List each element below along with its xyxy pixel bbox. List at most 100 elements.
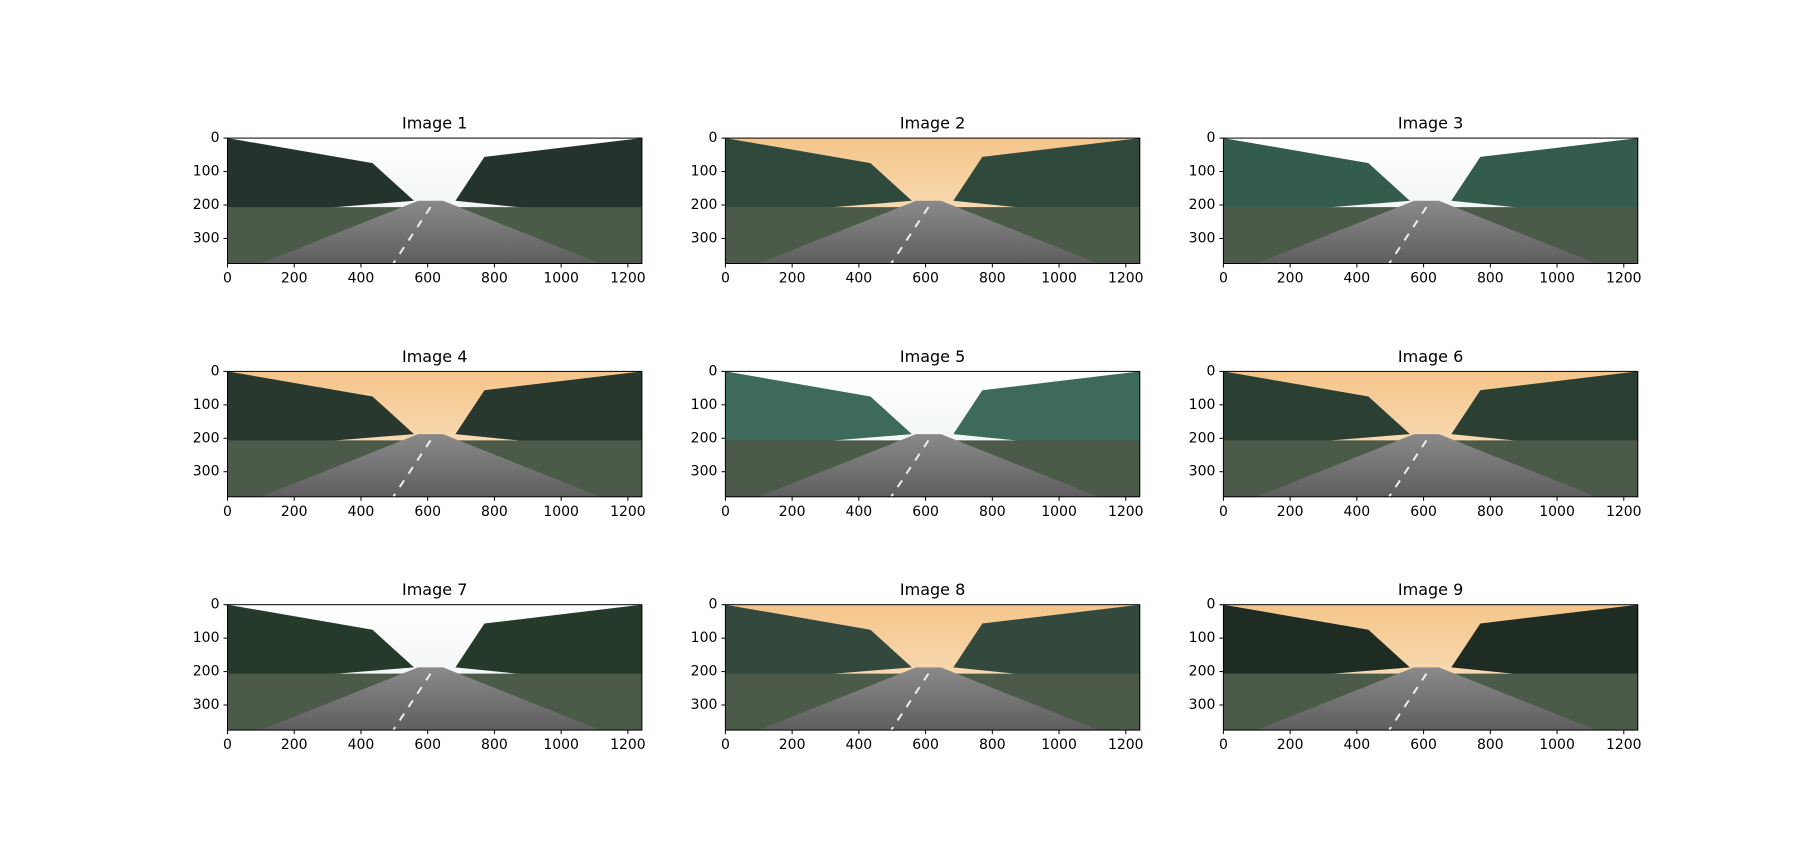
y-tick-label: 100 bbox=[193, 397, 220, 413]
y-tick-label: 0 bbox=[1206, 597, 1215, 613]
x-tick-label: 800 bbox=[481, 271, 508, 287]
y-tick-label: 300 bbox=[193, 464, 220, 480]
x-tick-label: 400 bbox=[845, 504, 872, 520]
x-tick-label: 1200 bbox=[1108, 271, 1144, 287]
y-tick-label: 100 bbox=[691, 164, 718, 180]
x-tick-label: 0 bbox=[1219, 504, 1228, 520]
x-tick-label: 1000 bbox=[1539, 504, 1575, 520]
image-lane bbox=[392, 673, 432, 731]
x-tick-label: 0 bbox=[223, 504, 232, 520]
axes-frame bbox=[724, 370, 1141, 498]
x-tick-label: 1000 bbox=[543, 504, 579, 520]
y-tick-label: 0 bbox=[1206, 130, 1215, 146]
y-tick-label: 100 bbox=[691, 397, 718, 413]
x-tick-label: 0 bbox=[1219, 271, 1228, 287]
x-tick-label: 400 bbox=[348, 504, 375, 520]
image bbox=[1222, 370, 1639, 498]
x-tick-label: 400 bbox=[845, 737, 872, 753]
x-tick-label: 0 bbox=[721, 737, 730, 753]
image-road bbox=[758, 200, 1099, 264]
x-tick-label: 200 bbox=[281, 504, 308, 520]
image bbox=[227, 137, 643, 265]
y-tick-label: 200 bbox=[691, 664, 718, 680]
subplot-title: Image 8 bbox=[900, 580, 965, 599]
x-tick-label: 400 bbox=[1343, 271, 1370, 287]
y-tick-label: 100 bbox=[193, 164, 220, 180]
axes-frame bbox=[1222, 370, 1639, 498]
subplot-title: Image 1 bbox=[402, 114, 467, 133]
y-tick-label: 100 bbox=[1189, 630, 1216, 646]
image-trees bbox=[227, 138, 642, 220]
x-tick-label: 200 bbox=[1277, 504, 1304, 520]
x-tick-label: 800 bbox=[481, 737, 508, 753]
y-tick-label: 300 bbox=[1189, 464, 1216, 480]
image-road bbox=[260, 667, 601, 731]
axes-frame bbox=[724, 604, 1141, 731]
image-lane bbox=[1388, 673, 1428, 731]
subplot-title: Image 2 bbox=[900, 114, 965, 133]
x-tick-label: 400 bbox=[348, 271, 375, 287]
image-road bbox=[1256, 434, 1597, 497]
y-tick-label: 100 bbox=[691, 630, 718, 646]
x-tick-label: 600 bbox=[912, 737, 939, 753]
x-tick-label: 200 bbox=[281, 737, 308, 753]
image-trees bbox=[725, 138, 1140, 220]
y-tick-label: 100 bbox=[193, 630, 220, 646]
x-tick-label: 400 bbox=[1343, 504, 1370, 520]
image-lane bbox=[890, 206, 930, 265]
y-tick-label: 0 bbox=[708, 597, 717, 613]
y-tick-label: 100 bbox=[1189, 164, 1216, 180]
image bbox=[724, 604, 1141, 731]
x-tick-label: 1000 bbox=[1041, 504, 1077, 520]
x-tick-label: 800 bbox=[1477, 271, 1504, 287]
x-tick-label: 600 bbox=[414, 504, 441, 520]
image-road bbox=[758, 667, 1099, 731]
y-tick-label: 100 bbox=[1189, 397, 1216, 413]
subplot-title: Image 9 bbox=[1398, 580, 1463, 599]
y-tick-label: 200 bbox=[193, 197, 220, 213]
x-tick-label: 1200 bbox=[610, 737, 646, 753]
image-lane bbox=[1388, 439, 1428, 498]
x-tick-label: 800 bbox=[1477, 737, 1504, 753]
image-lane bbox=[392, 206, 432, 265]
image-trees bbox=[1223, 604, 1638, 687]
image bbox=[227, 604, 643, 731]
x-tick-label: 400 bbox=[845, 271, 872, 287]
y-tick-label: 300 bbox=[691, 464, 718, 480]
axes-frame bbox=[1222, 137, 1639, 265]
image-trees bbox=[227, 371, 642, 453]
x-tick-label: 800 bbox=[979, 504, 1006, 520]
image-road bbox=[260, 200, 601, 264]
axes-frame bbox=[724, 137, 1141, 265]
image-lane bbox=[890, 439, 930, 498]
x-tick-label: 0 bbox=[1219, 737, 1228, 753]
x-tick-label: 600 bbox=[1410, 271, 1437, 287]
image-lane bbox=[890, 673, 930, 731]
subplot-title: Image 5 bbox=[900, 347, 965, 366]
y-tick-label: 200 bbox=[193, 664, 220, 680]
image bbox=[724, 137, 1141, 265]
subplot-title: Image 4 bbox=[402, 347, 467, 366]
y-tick-label: 200 bbox=[1189, 664, 1216, 680]
x-tick-label: 200 bbox=[779, 737, 806, 753]
x-tick-label: 400 bbox=[348, 737, 375, 753]
y-tick-label: 300 bbox=[691, 697, 718, 713]
subplot-title: Image 6 bbox=[1398, 347, 1463, 366]
y-tick-label: 0 bbox=[708, 363, 717, 379]
image-road bbox=[1256, 200, 1597, 264]
y-tick-label: 300 bbox=[691, 230, 718, 246]
axes-frame bbox=[1222, 604, 1639, 731]
x-tick-label: 1200 bbox=[610, 271, 646, 287]
x-tick-label: 1200 bbox=[1606, 271, 1642, 287]
x-tick-label: 1200 bbox=[610, 504, 646, 520]
x-tick-label: 800 bbox=[1477, 504, 1504, 520]
image bbox=[724, 370, 1141, 498]
image-road bbox=[260, 434, 601, 497]
subplot-title: Image 7 bbox=[402, 580, 467, 599]
image-lane bbox=[392, 439, 432, 498]
x-tick-label: 200 bbox=[779, 271, 806, 287]
y-tick-label: 300 bbox=[193, 230, 220, 246]
x-tick-label: 600 bbox=[414, 271, 441, 287]
y-tick-label: 200 bbox=[193, 430, 220, 446]
y-tick-label: 200 bbox=[1189, 430, 1216, 446]
